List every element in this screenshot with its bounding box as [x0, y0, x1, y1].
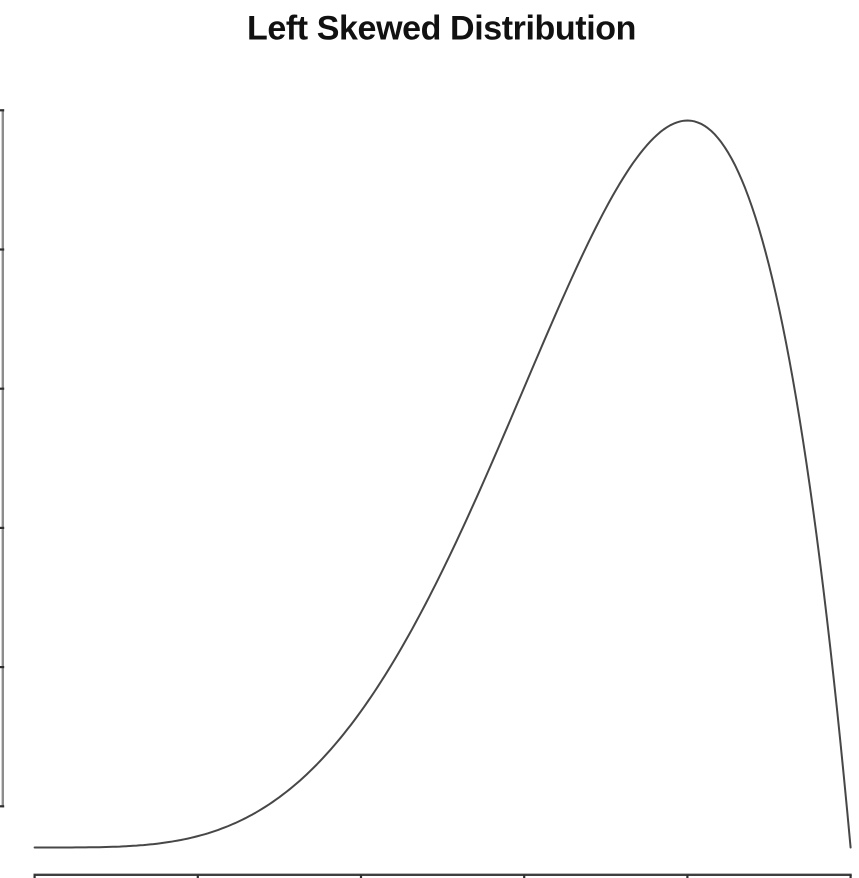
svg-text:Left Skewed Distribution: Left Skewed Distribution [247, 10, 636, 48]
